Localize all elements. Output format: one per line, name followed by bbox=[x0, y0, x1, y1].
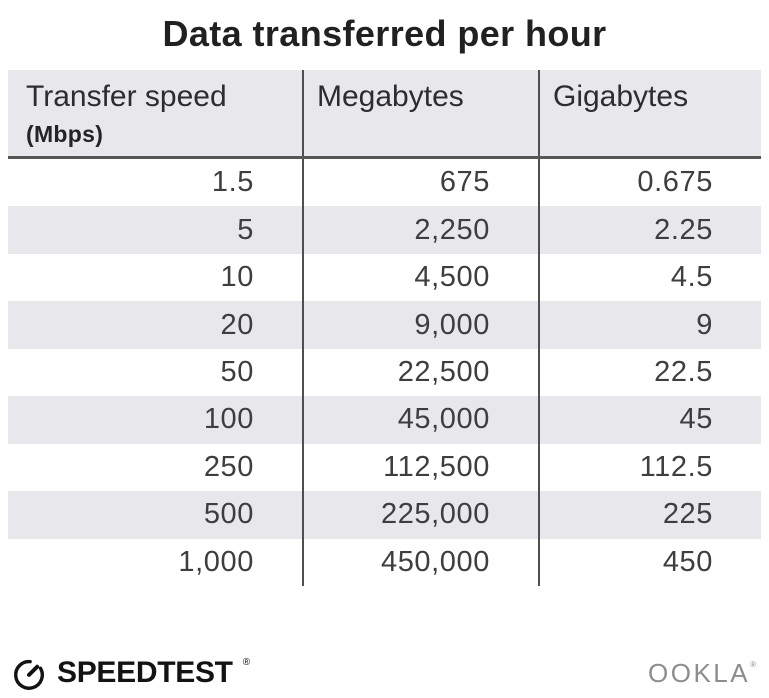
table-cell: 10 bbox=[220, 261, 254, 294]
table-cell: 20 bbox=[220, 308, 254, 341]
registered-trademark-icon: ® bbox=[750, 659, 756, 669]
table-cell: 4,500 bbox=[302, 253, 538, 302]
table-cell: 45,000 bbox=[302, 396, 538, 444]
table-cell: 50 bbox=[220, 355, 254, 388]
table-cell: 0.675 bbox=[538, 159, 761, 207]
data-table: Transfer speed (Mbps) Megabytes Gigabyte… bbox=[8, 70, 761, 586]
table-cell: 112,500 bbox=[302, 443, 538, 492]
page-title: Data transferred per hour bbox=[162, 13, 607, 54]
table-row: 50 22,500 22.5 bbox=[8, 348, 761, 397]
column-header-label: Transfer speed bbox=[26, 80, 227, 113]
table-cell: 225,000 bbox=[302, 491, 538, 539]
column-header-gigabytes: Gigabytes bbox=[538, 70, 761, 156]
table-row: 100 45,000 45 bbox=[8, 396, 761, 444]
table-cell: 22.5 bbox=[538, 348, 761, 397]
table-cell: 250 bbox=[203, 450, 254, 483]
table-cell: 450 bbox=[538, 538, 761, 586]
speedtest-logo: SPEEDTEST ® bbox=[10, 654, 250, 692]
table-cell: 22,500 bbox=[302, 348, 538, 397]
table-body: 1.5 675 0.675 5 2,250 2.25 10 4,500 4.5 20 9,000 9 5… bbox=[8, 159, 761, 586]
table-row: 1,000 450,000 450 bbox=[8, 538, 761, 586]
table-row: 1.5 675 0.675 bbox=[8, 159, 761, 207]
registered-trademark-icon: ® bbox=[242, 657, 251, 668]
table-cell: 9 bbox=[538, 301, 761, 349]
column-header-megabytes: Megabytes bbox=[302, 70, 538, 156]
speedtest-wordmark: SPEEDTEST bbox=[57, 656, 233, 689]
table-cell: 500 bbox=[203, 498, 254, 531]
table-cell: 45 bbox=[538, 396, 761, 444]
table-cell: 675 bbox=[302, 159, 538, 207]
table-cell: 100 bbox=[203, 403, 254, 436]
table-cell: 112.5 bbox=[538, 443, 761, 492]
table-cell: 5 bbox=[237, 213, 254, 246]
table-cell: 2,250 bbox=[302, 206, 538, 254]
table-cell: 1,000 bbox=[178, 545, 254, 578]
table-cell: 450,000 bbox=[302, 538, 538, 586]
table-row: 10 4,500 4.5 bbox=[8, 253, 761, 302]
table-cell: 9,000 bbox=[302, 301, 538, 349]
table-cell: 4.5 bbox=[538, 253, 761, 302]
table-row: 5 2,250 2.25 bbox=[8, 206, 761, 254]
table-header-row: Transfer speed (Mbps) Megabytes Gigabyte… bbox=[8, 70, 761, 159]
table-row: 250 112,500 112.5 bbox=[8, 443, 761, 492]
column-header-transfer-speed: Transfer speed (Mbps) bbox=[8, 70, 302, 156]
table-cell: 2.25 bbox=[538, 206, 761, 254]
table-row: 20 9,000 9 bbox=[8, 301, 761, 349]
footer: SPEEDTEST ® OOKLA ® bbox=[10, 651, 756, 695]
ookla-wordmark: OOKLA bbox=[648, 657, 751, 688]
table-cell: 225 bbox=[538, 491, 761, 539]
table-cell: 1.5 bbox=[211, 166, 254, 199]
column-header-sublabel: (Mbps) bbox=[26, 121, 104, 147]
ookla-logo: OOKLA ® bbox=[648, 658, 756, 689]
table-row: 500 225,000 225 bbox=[8, 491, 761, 539]
speedometer-gauge-icon bbox=[14, 659, 44, 690]
